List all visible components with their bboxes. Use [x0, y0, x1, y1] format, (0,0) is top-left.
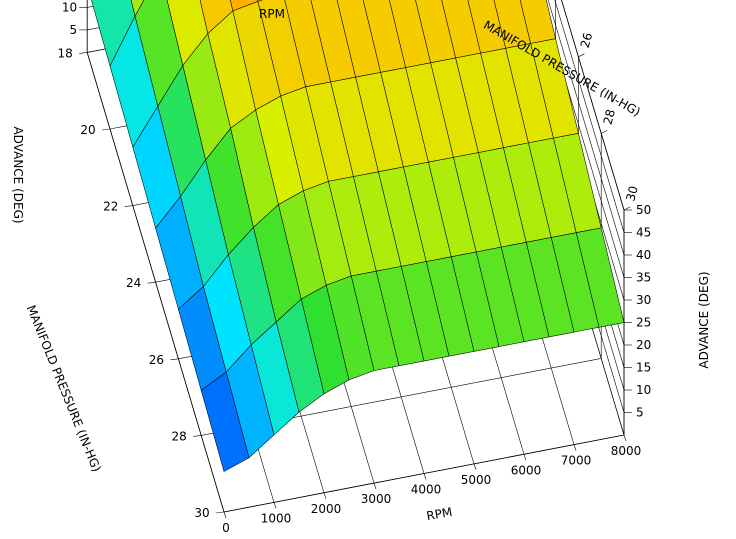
rpm-bottom-tick-label: 2000 [311, 502, 342, 516]
mp-left-tick-mark [79, 52, 88, 54]
advance-right-tick-label: 5 [636, 406, 644, 420]
advance-right-tick-label: 20 [636, 338, 651, 352]
advance-left-tick-label: 5 [70, 23, 78, 37]
advance-right-tick-label: 25 [636, 316, 651, 330]
rpm-bottom-tick-mark [623, 434, 627, 442]
mp-left-tick-label: 18 [58, 46, 73, 60]
mp-left-tick-mark [170, 358, 179, 361]
advance-left-tick-label: 10 [62, 0, 77, 14]
mp-left-tick-label: 24 [126, 276, 141, 290]
mp-right-tick-label: 26 [578, 31, 595, 49]
rpm-bottom-tick-mark [373, 483, 377, 490]
advance-right-tick-label: 45 [636, 226, 651, 240]
rpm-bottom-tick-mark [573, 444, 577, 451]
advance-right-tick-label: 15 [636, 361, 651, 375]
advance-right-axis-title: ADVANCE (DEG) [697, 271, 711, 368]
rpm-bottom-tick-mark [473, 463, 477, 470]
rpm-bottom-tick-label: 6000 [511, 463, 542, 477]
advance-right-tick-label: 30 [636, 293, 651, 307]
rpm-bottom-tick-label: 8000 [611, 444, 642, 458]
rpm-bottom-tick-mark [423, 473, 427, 480]
rpm-bottom-tick-mark [223, 511, 227, 519]
advance-right-tick-label: 50 [636, 203, 651, 217]
mp-left-tick-label: 22 [103, 200, 118, 214]
advance-right-tick-label: 35 [636, 271, 651, 285]
rpm-bottom-tick-mark [273, 502, 277, 509]
rpm-bottom-axis-title: RPM [425, 505, 453, 523]
surface-cell [200, 371, 250, 472]
mp-left-tick-label: 28 [172, 429, 187, 443]
mp-right-tick-label: 28 [601, 108, 618, 126]
rpm-bottom-tick-label: 5000 [461, 473, 492, 487]
advance-left-axis-title: ADVANCE (DEG) [11, 126, 25, 223]
tick-labels: 0100020003000400050006000700080000100020… [58, 0, 652, 535]
rpm-bottom-tick-label: 0 [222, 521, 230, 535]
surface-cell [130, 0, 145, 17]
rpm-bottom-tick-label: 4000 [411, 483, 442, 497]
rpm-bottom-tick-mark [323, 492, 327, 499]
rpm-bottom-tick-label: 7000 [561, 454, 592, 468]
mp-right-tick-mark [578, 53, 585, 58]
right-wall-advance-gridline [547, 0, 625, 256]
mp-right-tick-label: 30 [623, 184, 640, 202]
right-wall-advance-gridline [554, 0, 625, 233]
rpm-bottom-tick-label: 1000 [261, 511, 292, 525]
rpm-bottom-tick-mark [523, 454, 527, 461]
rpm-top-axis-title: RPM [259, 7, 285, 21]
mp-right-tick-mark [623, 206, 631, 211]
mp-left-tick-mark [215, 511, 225, 514]
advance-right-tick-label: 40 [636, 248, 651, 262]
mp-left-tick-mark [124, 205, 133, 207]
mp-left-tick-mark [193, 435, 202, 437]
surface-mesh [91, 0, 625, 472]
rpm-bottom-tick-label: 3000 [361, 492, 392, 506]
mp-left-tick-mark [147, 281, 156, 284]
mp-left-tick-label: 30 [194, 506, 209, 520]
manifold-pressure-left-axis-title: MANIFOLD PRESSURE (IN-HG) [24, 303, 104, 474]
mp-left-tick-label: 26 [149, 353, 164, 367]
mp-right-tick-mark [601, 130, 608, 134]
advance-right-tick-label: 10 [636, 383, 651, 397]
mp-left-tick-label: 20 [80, 123, 95, 137]
mp-left-tick-mark [101, 128, 111, 131]
